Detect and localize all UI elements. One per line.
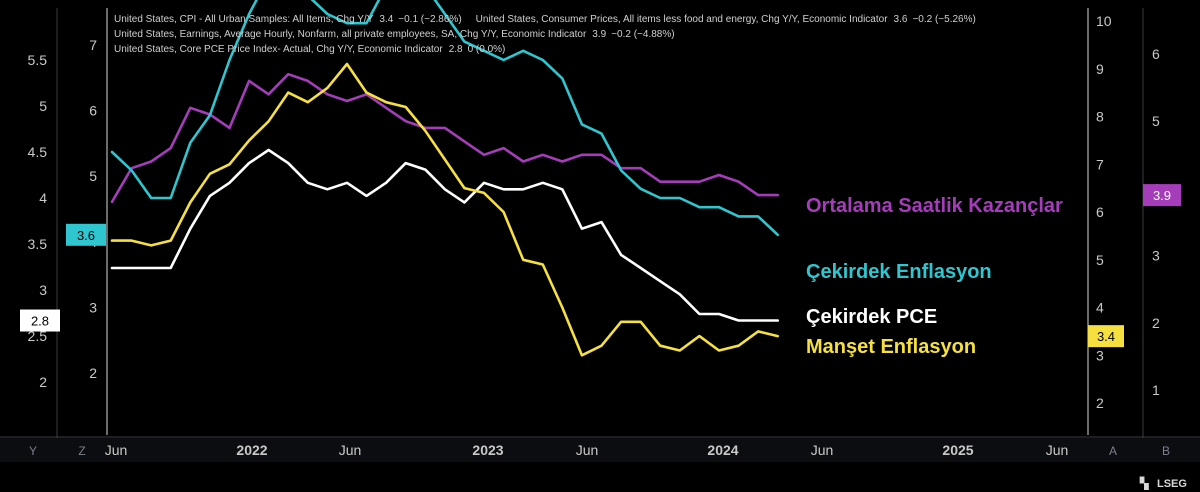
legend-entry: United States, Earnings, Average Hourly,… — [114, 29, 587, 40]
value-tag — [1088, 325, 1124, 348]
y-tick-label: 5 — [39, 98, 47, 114]
x-tick-label: Jun — [1046, 442, 1069, 458]
y-tick-label: 9 — [1096, 61, 1104, 77]
bottom-bar: Y Z A B LSEG ▚ — [29, 444, 1187, 490]
series-line — [110, 72, 780, 204]
axis-button[interactable]: Y — [29, 444, 37, 458]
y-tick-label: 2 — [1152, 315, 1160, 331]
x-tick-label: Jun — [105, 442, 128, 458]
value-tag-label: 3.4 — [1097, 329, 1115, 344]
legend-value: 3.4 — [379, 14, 393, 25]
legend-change: −0.1 (−2.86%) — [398, 14, 461, 25]
series-line — [110, 148, 780, 322]
y-tick-label: 7 — [89, 37, 97, 53]
x-axis-band — [0, 438, 1200, 462]
series-line — [110, 0, 780, 237]
y-tick-label: 3 — [1096, 347, 1104, 363]
y-tick-label: 6 — [89, 103, 97, 119]
series-label: Çekirdek PCE — [806, 306, 937, 328]
value-tag — [66, 223, 106, 246]
series-label: Çekirdek Enflasyon — [806, 261, 992, 283]
value-tags: 3.6 2.8 3.4 3.9 — [20, 184, 1181, 348]
x-tick-label: 2025 — [942, 442, 973, 458]
brand-logo: LSEG — [1157, 478, 1187, 490]
legend-change: −0.2 (−4.88%) — [611, 29, 674, 40]
y-tick-label: 5 — [1152, 113, 1160, 129]
x-tick-label: Jun — [576, 442, 599, 458]
legend-entry: United States, Core PCE Price Index- Act… — [114, 44, 443, 55]
x-tick-label: 2024 — [707, 442, 738, 458]
axis-button[interactable]: Z — [78, 444, 85, 458]
y-tick-label: 6 — [1096, 204, 1104, 220]
y-tick-label: 5.5 — [28, 52, 48, 68]
y-tick-label: 1 — [1152, 382, 1160, 398]
y-tick-label: 3 — [1152, 248, 1160, 264]
y-tick-label: 2 — [39, 374, 47, 390]
x-tick-label: Jun — [811, 442, 834, 458]
legend-entry: United States, CPI - All Urban Samples: … — [114, 14, 374, 25]
legend-value: 3.6 — [894, 14, 908, 25]
y-tick-label: 3.5 — [28, 236, 48, 252]
legend-value: 2.8 — [449, 44, 463, 55]
y-tick-label: 4 — [39, 190, 47, 206]
y-tick-label: 8 — [1096, 109, 1104, 125]
x-tick-label: 2023 — [472, 442, 503, 458]
y-tick-label: 3 — [89, 299, 97, 315]
y-tick-label: 2 — [89, 365, 97, 381]
value-tag — [1143, 184, 1181, 207]
legend-value: 3.9 — [592, 29, 606, 40]
chart-axes: 5.554.543.532.527654321098765432654321Ju… — [28, 13, 1160, 458]
legend-change: −0.2 (−5.26%) — [912, 14, 975, 25]
series-labels: Ortalama Saatlik Kazançlar Çekirdek Enfla… — [806, 195, 1063, 358]
y-tick-label: 2 — [1096, 395, 1104, 411]
y-tick-label: 6 — [1152, 46, 1160, 62]
axis-button[interactable]: B — [1162, 444, 1170, 458]
value-tag — [20, 309, 60, 332]
series-line — [110, 62, 780, 357]
series-label: Manşet Enflasyon — [806, 336, 976, 358]
chart-lines — [110, 0, 780, 357]
value-tag-label: 3.9 — [1153, 188, 1171, 203]
y-tick-label: 5 — [1096, 252, 1104, 268]
series-label: Ortalama Saatlik Kazançlar — [806, 195, 1063, 217]
y-tick-label: 7 — [1096, 156, 1104, 172]
legend-entry: United States, Consumer Prices, All item… — [476, 14, 889, 25]
chart-frame — [0, 8, 1200, 462]
value-tag-label: 2.8 — [31, 314, 49, 329]
y-tick-label: 5 — [89, 168, 97, 184]
logo-icon: ▚ — [1139, 475, 1149, 490]
y-tick-label: 10 — [1096, 13, 1112, 29]
legend-change: 0 (0.0%) — [468, 44, 506, 55]
y-tick-label: 4.5 — [28, 144, 48, 160]
y-tick-label: 2.5 — [28, 328, 48, 344]
chart-legend: United States, CPI - All Urban Samples: … — [114, 14, 976, 55]
x-tick-label: Jun — [339, 442, 362, 458]
y-tick-label: 4 — [1096, 300, 1104, 316]
value-tag-label: 3.6 — [77, 228, 95, 243]
axis-button[interactable]: A — [1109, 444, 1117, 458]
x-tick-label: 2022 — [236, 442, 267, 458]
y-tick-label: 3 — [39, 282, 47, 298]
